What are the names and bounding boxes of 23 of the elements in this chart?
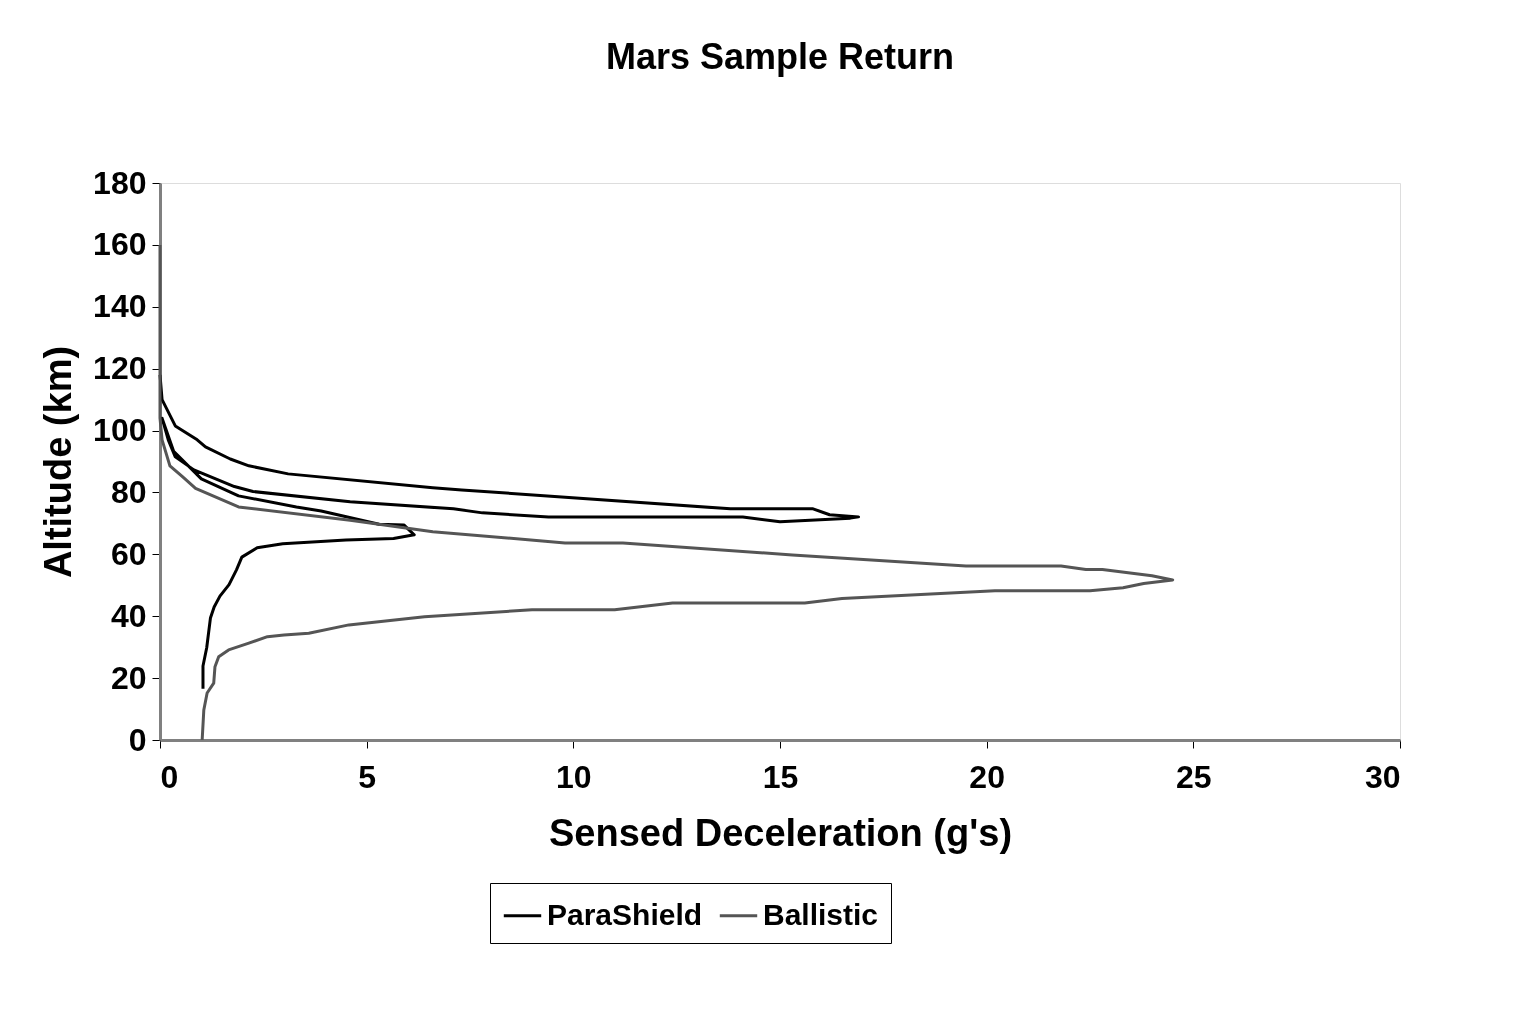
- y-tick-label: 140: [93, 288, 147, 325]
- y-tick-label: 20: [110, 659, 147, 696]
- y-tick-label: 80: [110, 473, 147, 510]
- x-tick-label: 20: [969, 758, 1005, 795]
- y-tick-label: 120: [93, 350, 147, 387]
- line-series: [158, 243, 1175, 742]
- x-tick-label: 25: [1176, 758, 1212, 795]
- y-tick-label: 160: [93, 226, 147, 263]
- x-tick-label: 5: [358, 758, 377, 795]
- y-tick-label: 100: [93, 412, 147, 449]
- y-tick-label: 40: [110, 597, 147, 634]
- legend-label: Ballistic: [763, 897, 879, 931]
- chart-title: Mars Sample Return: [605, 36, 955, 77]
- x-axis-title: Sensed Deceleration (g's): [548, 811, 1013, 854]
- x-tick-label: 0: [160, 758, 179, 795]
- y-tick-label: 60: [110, 535, 147, 572]
- y-axis-title: Altitude (km): [37, 345, 80, 579]
- legend-label: ParaShield: [547, 897, 703, 931]
- y-tick-label: 180: [93, 164, 147, 201]
- x-tick-label: 10: [556, 758, 592, 795]
- y-tick-label: 0: [128, 721, 147, 758]
- x-tick-label: 15: [762, 758, 799, 795]
- x-tick-label: 30: [1364, 758, 1401, 795]
